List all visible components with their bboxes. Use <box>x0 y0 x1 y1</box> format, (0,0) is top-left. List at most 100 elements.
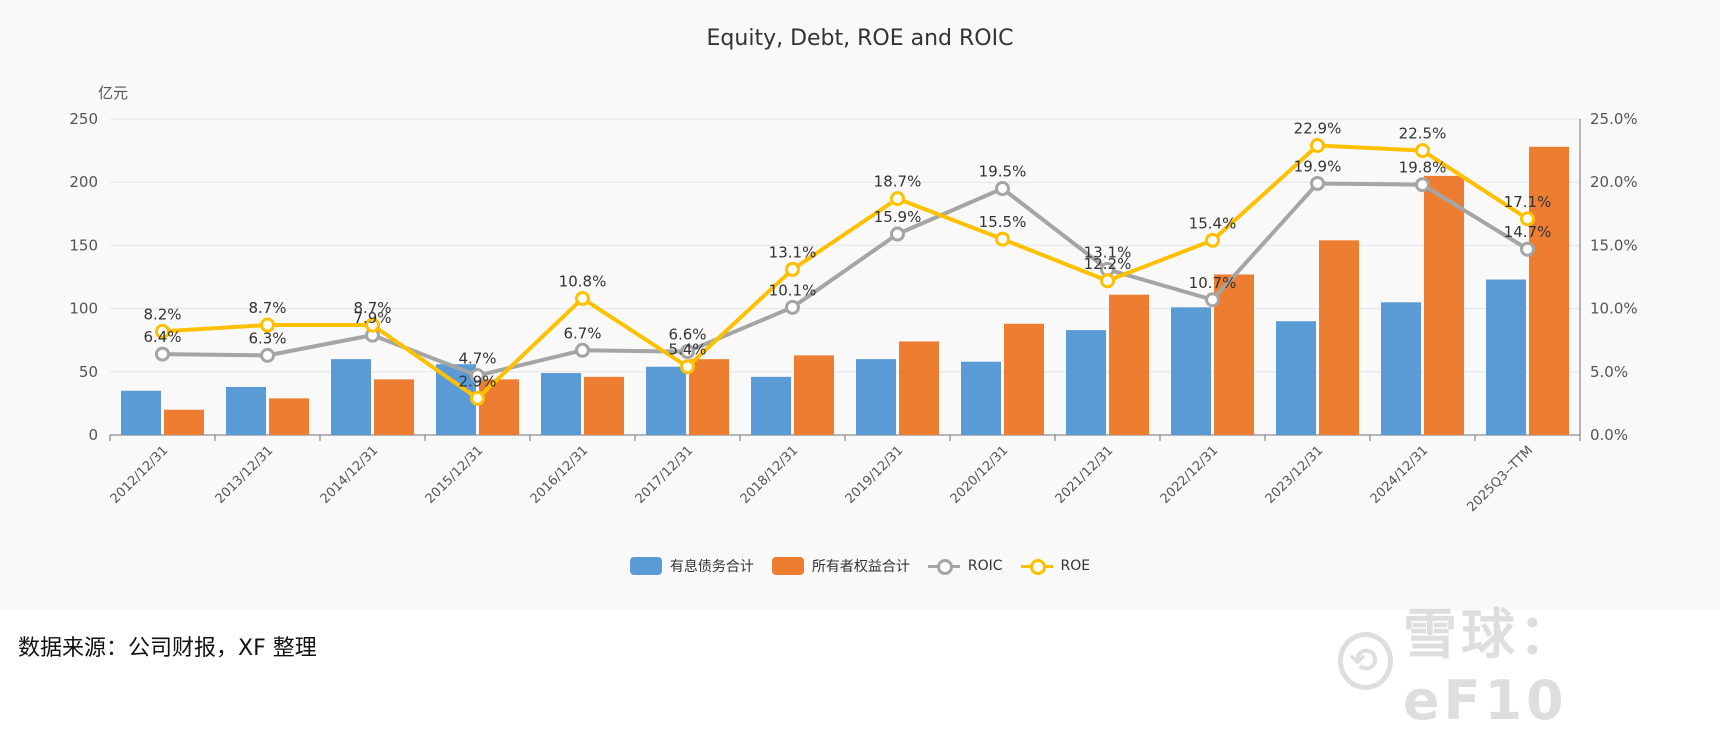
legend-swatch-roe <box>1020 557 1053 575</box>
label-roe: 22.5% <box>1399 125 1447 143</box>
point-roic[interactable] <box>1415 177 1430 193</box>
point-roic[interactable] <box>1520 241 1535 257</box>
x-tick-label: 2018/12/31 <box>738 443 802 507</box>
point-roe[interactable] <box>1310 138 1325 154</box>
point-roe[interactable] <box>785 261 800 277</box>
bar-equity[interactable] <box>584 376 624 435</box>
label-roic: 19.9% <box>1294 157 1342 175</box>
legend-item-roe[interactable]: ROE <box>1020 556 1090 576</box>
bar-equity[interactable] <box>269 398 309 435</box>
point-roic[interactable] <box>1205 292 1220 308</box>
snowball-logo-icon: ⟲ <box>1338 632 1393 690</box>
label-roe: 8.7% <box>353 299 391 317</box>
x-tick-label: 2015/12/31 <box>423 443 487 507</box>
y-tick-label: 250 <box>69 110 98 128</box>
point-roic[interactable] <box>155 346 170 362</box>
legend-label-debt: 有息债务合计 <box>669 559 754 575</box>
label-roe: 13.1% <box>769 243 817 261</box>
x-tick-label: 2025Q3--TTM <box>1464 443 1536 515</box>
bar-debt[interactable] <box>1171 307 1211 435</box>
x-tick-label: 2024/12/31 <box>1368 443 1432 507</box>
point-roic[interactable] <box>1310 175 1325 191</box>
point-roic[interactable] <box>575 342 590 358</box>
label-roe: 8.7% <box>248 299 286 317</box>
bar-equity[interactable] <box>1214 274 1254 435</box>
watermark: ⟲ 雪球：eF10 <box>1338 590 1720 732</box>
y-tick-label: 0 <box>88 426 98 444</box>
bar-equity[interactable] <box>374 379 414 435</box>
y2-tick-label: 10.0% <box>1590 300 1638 318</box>
label-roe: 12.2% <box>1084 255 1132 273</box>
point-roe[interactable] <box>1415 143 1430 159</box>
point-roic[interactable] <box>785 299 800 315</box>
bar-debt[interactable] <box>121 390 161 435</box>
point-roe[interactable] <box>1100 273 1115 289</box>
legend-item-roic[interactable]: ROIC <box>927 556 1003 576</box>
bar-debt[interactable] <box>331 359 371 435</box>
label-roe: 15.4% <box>1189 214 1237 232</box>
point-roe[interactable] <box>155 323 170 339</box>
bar-debt[interactable] <box>646 366 686 435</box>
x-tick-label: 2023/12/31 <box>1263 443 1327 507</box>
bar-debt[interactable] <box>856 359 896 435</box>
bar-debt[interactable] <box>1276 321 1316 435</box>
x-tick-label: 2016/12/31 <box>528 443 592 507</box>
point-roic[interactable] <box>680 344 695 360</box>
y-tick-label: 100 <box>69 300 98 318</box>
point-roic[interactable] <box>260 347 275 363</box>
source-note: 数据来源：公司财报，XF 整理 <box>18 636 317 661</box>
point-roe[interactable] <box>470 390 485 406</box>
x-tick-label: 2022/12/31 <box>1158 443 1222 507</box>
y-tick-label: 50 <box>79 363 98 381</box>
bar-equity[interactable] <box>1004 323 1044 435</box>
y2-tick-label: 5.0% <box>1590 363 1628 381</box>
bar-equity[interactable] <box>1319 240 1359 435</box>
point-roic[interactable] <box>890 226 905 242</box>
bar-equity[interactable] <box>899 341 939 435</box>
label-roe: 17.1% <box>1504 193 1552 211</box>
label-roe: 2.9% <box>458 372 496 390</box>
y2-tick-label: 20.0% <box>1590 173 1638 191</box>
label-roic: 10.7% <box>1189 274 1237 292</box>
label-roic: 6.3% <box>248 329 286 347</box>
label-roic: 6.6% <box>668 326 706 344</box>
bar-equity[interactable] <box>1109 294 1149 435</box>
bar-debt[interactable] <box>1381 302 1421 435</box>
point-roe[interactable] <box>995 231 1010 247</box>
y-tick-label: 200 <box>69 173 98 191</box>
bar-debt[interactable] <box>541 373 581 435</box>
x-tick-label: 2020/12/31 <box>948 443 1012 507</box>
legend-item-equity[interactable]: 所有者权益合计 <box>771 556 910 576</box>
point-roe[interactable] <box>680 359 695 375</box>
x-tick-label: 2017/12/31 <box>633 443 697 507</box>
bar-equity[interactable] <box>1424 175 1464 435</box>
bar-debt[interactable] <box>1066 330 1106 435</box>
bar-debt[interactable] <box>1486 279 1526 435</box>
bar-equity[interactable] <box>1529 146 1569 436</box>
point-roe[interactable] <box>890 191 905 207</box>
point-roe[interactable] <box>260 317 275 333</box>
y-axis-unit: 亿元 <box>98 84 129 102</box>
point-roe[interactable] <box>1205 232 1220 248</box>
point-roic[interactable] <box>995 181 1010 197</box>
point-roe[interactable] <box>575 290 590 306</box>
x-tick-label: 2013/12/31 <box>213 443 277 507</box>
legend-label-equity: 所有者权益合计 <box>811 559 910 575</box>
legend-swatch-debt <box>629 557 662 575</box>
bar-equity[interactable] <box>164 409 204 435</box>
bar-debt[interactable] <box>751 376 791 435</box>
point-roe[interactable] <box>1520 211 1535 227</box>
bar-debt[interactable] <box>226 386 266 435</box>
point-roe[interactable] <box>365 317 380 333</box>
x-tick-label: 2021/12/31 <box>1053 443 1117 507</box>
label-roic: 19.5% <box>979 163 1027 181</box>
line-roic <box>162 181 1529 378</box>
bar-equity[interactable] <box>689 359 729 435</box>
legend-item-debt[interactable]: 有息债务合计 <box>629 556 754 576</box>
label-roic: 4.7% <box>458 350 496 368</box>
bar-equity[interactable] <box>794 355 834 435</box>
x-tick-label: 2014/12/31 <box>318 443 382 507</box>
point-roic[interactable] <box>470 368 485 384</box>
bar-debt[interactable] <box>961 361 1001 435</box>
label-roic: 6.7% <box>563 324 601 342</box>
